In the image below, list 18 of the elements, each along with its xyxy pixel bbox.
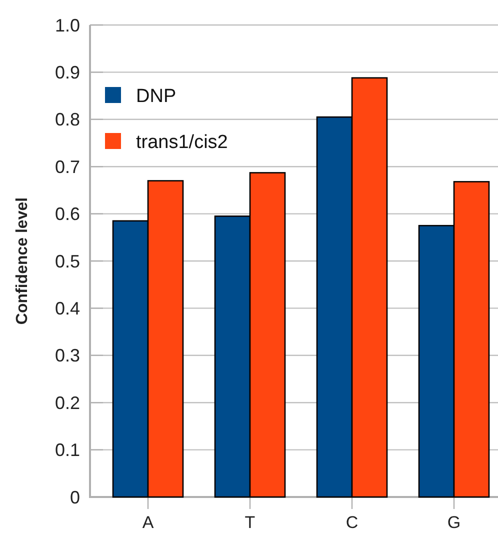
- y-tick-label: 0.2: [54, 392, 80, 413]
- y-tick-label: 0.6: [54, 204, 80, 224]
- y-tick-label: 1.0: [54, 15, 80, 36]
- legend-label: trans1/cis2: [136, 132, 228, 153]
- x-tick-label: C: [346, 513, 358, 532]
- x-tick-label: A: [142, 513, 154, 532]
- y-tick-label: 0.7: [54, 156, 80, 177]
- y-tick-label: 0.4: [54, 298, 80, 318]
- y-tick-label: 0.5: [54, 251, 80, 272]
- x-tick-label: T: [244, 513, 256, 532]
- y-tick-label: 0.9: [54, 62, 80, 82]
- y-tick-label: 0: [70, 487, 80, 508]
- x-tick-label: G: [447, 513, 461, 532]
- y-axis-title: Confidence level: [14, 197, 31, 325]
- y-tick-label: 0.1: [54, 440, 80, 460]
- y-tick-label: 0.8: [54, 110, 80, 130]
- legend-label: DNP: [136, 86, 176, 107]
- y-tick-label: 0.3: [54, 346, 80, 366]
